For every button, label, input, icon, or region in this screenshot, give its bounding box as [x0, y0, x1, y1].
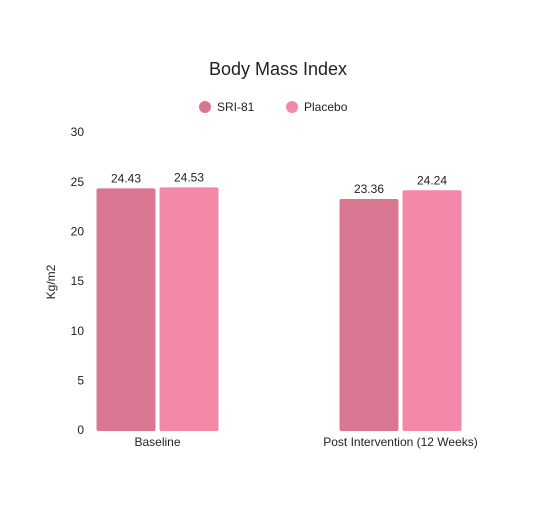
- bar: [159, 187, 219, 431]
- y-tick-label: 30: [71, 125, 85, 139]
- x-tick-label: Baseline: [134, 435, 180, 449]
- y-tick-label: 15: [71, 274, 85, 288]
- bar: [402, 190, 462, 431]
- y-axis-label: Kg/m2: [44, 264, 58, 299]
- y-tick-label: 10: [71, 324, 85, 338]
- x-tick-label: Post Intervention (12 Weeks): [323, 435, 478, 449]
- value-label: 24.53: [174, 171, 204, 185]
- value-label: 24.24: [417, 173, 447, 187]
- y-tick-label: 20: [71, 225, 85, 239]
- value-label: 23.36: [354, 182, 384, 196]
- legend-marker: [286, 101, 298, 113]
- bar: [339, 198, 399, 431]
- legend-marker: [199, 101, 211, 113]
- legend-label: SRI-81: [217, 100, 255, 114]
- y-tick-label: 25: [71, 175, 85, 189]
- bar: [96, 188, 156, 431]
- y-tick-label: 0: [77, 423, 84, 437]
- chart-title: Body Mass Index: [209, 59, 347, 79]
- value-label: 24.43: [111, 172, 141, 186]
- y-tick-label: 5: [77, 374, 84, 388]
- legend-label: Placebo: [304, 100, 348, 114]
